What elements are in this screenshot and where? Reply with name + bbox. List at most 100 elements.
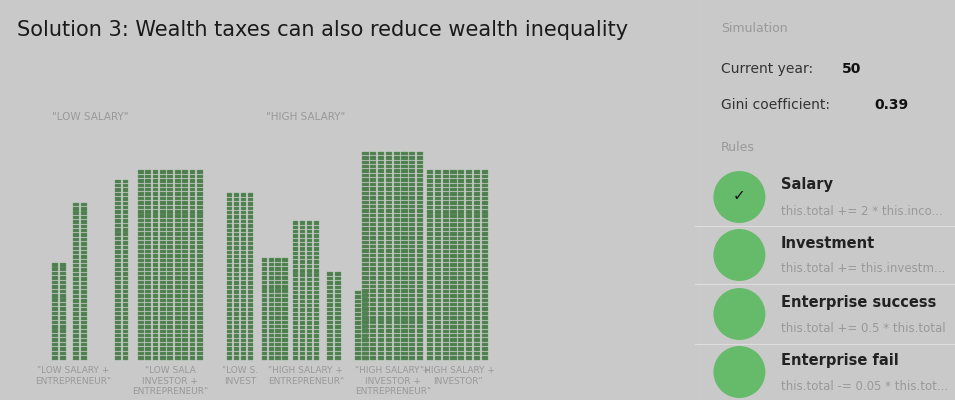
- Bar: [362, 325, 369, 328]
- Bar: [443, 321, 449, 324]
- Bar: [451, 179, 456, 182]
- Bar: [427, 206, 434, 209]
- Bar: [247, 321, 253, 324]
- Bar: [386, 352, 392, 355]
- Bar: [466, 206, 473, 209]
- Bar: [182, 246, 188, 249]
- Bar: [307, 308, 312, 312]
- Bar: [175, 338, 180, 342]
- Bar: [247, 207, 253, 210]
- Bar: [393, 232, 400, 235]
- Bar: [167, 285, 173, 289]
- Bar: [378, 232, 384, 235]
- Bar: [268, 307, 274, 311]
- Bar: [153, 290, 159, 293]
- Bar: [466, 285, 473, 289]
- Bar: [417, 289, 423, 293]
- Bar: [386, 210, 392, 213]
- Bar: [362, 192, 369, 195]
- Bar: [427, 268, 434, 271]
- Bar: [153, 334, 159, 337]
- Bar: [307, 230, 312, 233]
- Bar: [427, 237, 434, 240]
- Bar: [393, 236, 400, 240]
- Bar: [393, 352, 400, 355]
- Bar: [313, 221, 319, 225]
- Bar: [362, 205, 369, 208]
- Bar: [167, 237, 173, 240]
- Bar: [81, 343, 87, 346]
- Bar: [466, 179, 473, 182]
- Bar: [293, 352, 298, 355]
- Bar: [53, 330, 58, 333]
- Bar: [378, 152, 384, 155]
- Bar: [327, 352, 333, 355]
- Bar: [378, 240, 384, 244]
- Bar: [145, 188, 151, 192]
- Bar: [197, 263, 202, 267]
- Bar: [443, 223, 449, 227]
- Bar: [74, 260, 79, 263]
- Bar: [153, 263, 159, 267]
- Bar: [481, 281, 488, 284]
- Bar: [167, 294, 173, 298]
- Bar: [122, 303, 129, 306]
- Bar: [466, 250, 473, 253]
- Bar: [234, 259, 239, 263]
- Bar: [393, 307, 400, 311]
- Bar: [138, 312, 144, 315]
- Bar: [401, 174, 408, 177]
- Bar: [241, 347, 246, 351]
- Bar: [386, 178, 392, 182]
- Bar: [451, 298, 456, 302]
- Bar: [386, 183, 392, 186]
- Bar: [182, 290, 188, 293]
- Bar: [153, 219, 159, 222]
- Bar: [435, 343, 441, 346]
- Bar: [197, 272, 202, 276]
- Bar: [275, 272, 281, 275]
- Bar: [386, 307, 392, 311]
- Text: "LOW SALARY": "LOW SALARY": [53, 112, 129, 122]
- Bar: [466, 290, 473, 293]
- Bar: [417, 338, 423, 342]
- Bar: [362, 187, 369, 191]
- Bar: [197, 192, 202, 196]
- Bar: [458, 285, 464, 289]
- Bar: [354, 313, 361, 316]
- Bar: [241, 211, 246, 214]
- Bar: [393, 174, 400, 177]
- Bar: [189, 246, 195, 249]
- Bar: [275, 352, 281, 355]
- Bar: [81, 212, 87, 215]
- Bar: [307, 300, 312, 303]
- Bar: [481, 214, 488, 218]
- Bar: [313, 226, 319, 229]
- Bar: [81, 334, 87, 338]
- Bar: [386, 165, 392, 168]
- Bar: [410, 303, 415, 306]
- Bar: [313, 260, 319, 264]
- Bar: [327, 294, 333, 298]
- Bar: [334, 347, 341, 351]
- Bar: [182, 170, 188, 174]
- Bar: [153, 307, 159, 311]
- Bar: [386, 338, 392, 342]
- Bar: [466, 330, 473, 333]
- Bar: [197, 325, 202, 328]
- Bar: [386, 205, 392, 208]
- Bar: [122, 246, 129, 249]
- Bar: [451, 276, 456, 280]
- Bar: [386, 329, 392, 333]
- Bar: [393, 214, 400, 217]
- Bar: [60, 303, 66, 306]
- Bar: [458, 232, 464, 236]
- Bar: [443, 276, 449, 280]
- Bar: [153, 294, 159, 298]
- Bar: [115, 250, 121, 254]
- Bar: [160, 312, 166, 315]
- Bar: [474, 237, 480, 240]
- Bar: [247, 290, 253, 294]
- Bar: [189, 272, 195, 276]
- Bar: [115, 303, 121, 306]
